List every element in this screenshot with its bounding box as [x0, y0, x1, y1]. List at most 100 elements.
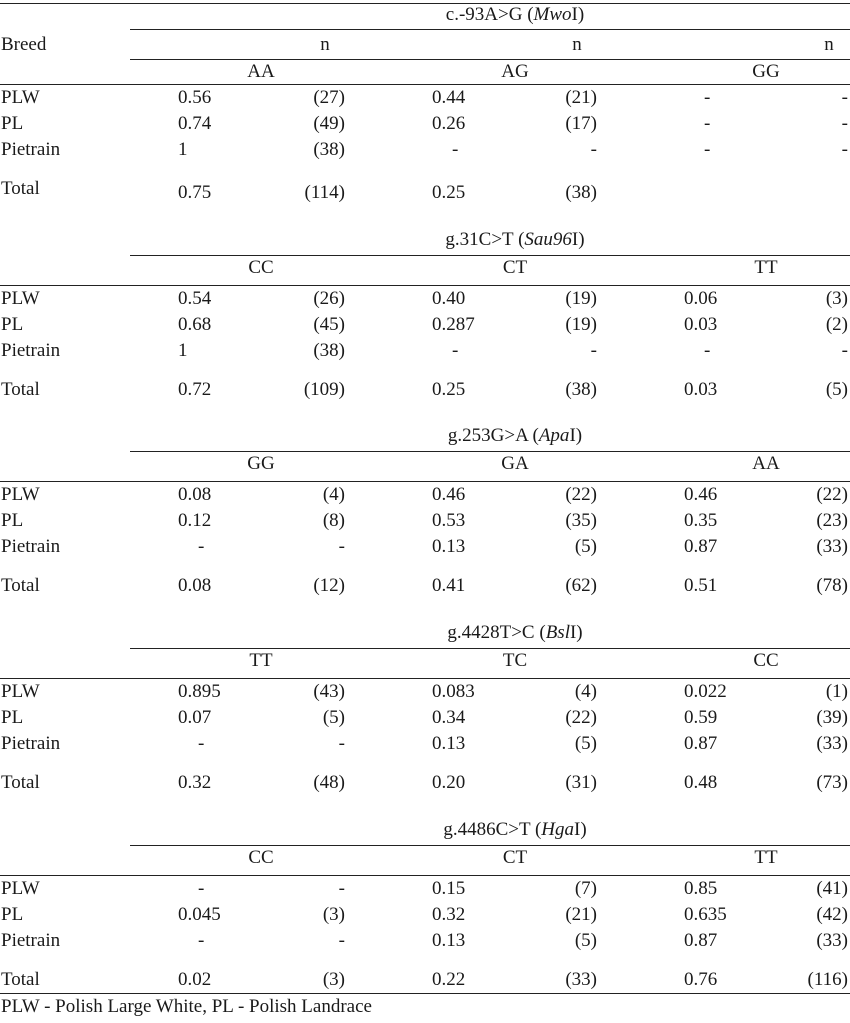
snp-name-text: g.31C>T (: [445, 229, 525, 250]
count-cell: (43): [313, 681, 345, 702]
count-cell: (5): [574, 536, 597, 557]
count-cell: -: [338, 536, 345, 557]
restriction-enzyme: Apa: [538, 425, 570, 446]
frequency-cell: 0.76: [684, 969, 718, 990]
count-cell: (33): [816, 536, 848, 557]
table-top-rule: [0, 3, 850, 4]
genotype-rule-5: [0, 875, 850, 876]
frequency-cell: 0.87: [684, 733, 718, 754]
count-cell: (22): [565, 484, 597, 505]
frequency-cell: 0.32: [432, 904, 466, 925]
count-cell: (5): [574, 930, 597, 951]
frequency-cell: -: [198, 878, 205, 899]
breed-label: PL: [1, 314, 24, 335]
count-cell: -: [841, 139, 848, 160]
frequency-cell: 0.46: [684, 484, 718, 505]
genotype-rule-2: [0, 285, 850, 286]
snp-name-suffix: I): [571, 4, 585, 25]
frequency-cell: 0.15: [432, 878, 466, 899]
count-cell: (38): [313, 139, 345, 160]
frequency-cell: 0.20: [432, 772, 466, 793]
frequency-cell: 0.02: [178, 969, 212, 990]
count-cell: (5): [574, 733, 597, 754]
count-cell: (33): [816, 733, 848, 754]
snp-name-suffix: I): [574, 819, 587, 840]
frequency-cell: -: [452, 139, 459, 160]
restriction-enzyme: Sau96: [524, 229, 572, 250]
snp-title-2: g.31C>T (Sau96I): [365, 229, 665, 251]
genotype-header: TC: [502, 650, 528, 671]
genotype-header: TT: [249, 650, 273, 671]
count-cell: (22): [565, 707, 597, 728]
breed-label: PLW: [1, 681, 40, 702]
frequency-cell: 0.08: [178, 484, 212, 505]
frequency-cell: 0.48: [684, 772, 718, 793]
frequency-cell: 0.06: [684, 288, 718, 309]
frequency-cell: 0.08: [178, 575, 212, 596]
snp-name-text: g.4486C>T (: [443, 819, 542, 840]
count-cell: (38): [565, 182, 597, 203]
n-column-header-2: n: [572, 34, 582, 55]
frequency-cell: 0.35: [684, 510, 718, 531]
frequency-cell: 0.44: [432, 87, 466, 108]
genotype-header: CT: [502, 257, 528, 278]
frequency-cell: -: [704, 113, 711, 134]
frequency-cell: 0.045: [178, 904, 221, 925]
count-cell: (62): [565, 575, 597, 596]
count-cell: (41): [816, 878, 848, 899]
frequency-cell: 0.25: [432, 182, 466, 203]
count-cell: (35): [565, 510, 597, 531]
genotype-header: AA: [752, 453, 780, 474]
snp-name-suffix: I): [569, 622, 583, 643]
count-cell: (49): [313, 113, 345, 134]
snp-rule-1: [130, 29, 850, 30]
frequency-cell: 0.34: [432, 707, 466, 728]
frequency-cell: 0.03: [684, 379, 718, 400]
frequency-cell: 0.51: [684, 575, 718, 596]
count-cell: -: [841, 113, 848, 134]
genotype-header: GG: [247, 453, 275, 474]
breed-column-header: Breed: [1, 34, 47, 55]
snp-rule-5: [130, 845, 850, 846]
breed-label: Pietrain: [1, 733, 61, 754]
breed-label: Pietrain: [1, 536, 61, 557]
count-cell: -: [338, 930, 345, 951]
count-cell: (33): [816, 930, 848, 951]
breed-label: PLW: [1, 484, 40, 505]
count-cell: (7): [574, 878, 597, 899]
frequency-cell: 0.13: [432, 930, 466, 951]
frequency-cell: 0.59: [684, 707, 718, 728]
count-cell: (38): [565, 379, 597, 400]
frequency-cell: -: [198, 930, 205, 951]
breed-label: PL: [1, 510, 24, 531]
genotype-rule-1: [0, 84, 850, 85]
frequency-cell: 0.22: [432, 969, 466, 990]
frequency-cell: 0.022: [684, 681, 727, 702]
count-cell: -: [590, 139, 597, 160]
breed-label: PLW: [1, 87, 40, 108]
frequency-cell: 0.13: [432, 733, 466, 754]
breed-label: Total: [1, 969, 40, 990]
breed-label: Total: [1, 575, 40, 596]
snp-rule-2: [130, 255, 850, 256]
frequency-cell: 0.74: [178, 113, 212, 134]
breed-label: PL: [1, 904, 24, 925]
count-cell: (3): [322, 904, 345, 925]
count-cell: (3): [322, 969, 345, 990]
breed-label: Total: [1, 772, 40, 793]
count-cell: (19): [565, 314, 597, 335]
frequency-cell: 0.75: [178, 182, 212, 203]
count-cell: (31): [565, 772, 597, 793]
genotype-header: CC: [248, 847, 274, 868]
count-cell: (4): [322, 484, 345, 505]
count-cell: (42): [816, 904, 848, 925]
table-bottom-rule: [0, 993, 850, 994]
count-cell: (12): [313, 575, 345, 596]
snp-name-suffix: I): [571, 229, 585, 250]
n-rule-1: [130, 59, 850, 60]
snp-title-5: g.4486C>T (HgaI): [365, 819, 665, 841]
breed-label: PLW: [1, 288, 40, 309]
count-cell: (4): [574, 681, 597, 702]
count-cell: -: [338, 733, 345, 754]
frequency-cell: 0.87: [684, 930, 718, 951]
